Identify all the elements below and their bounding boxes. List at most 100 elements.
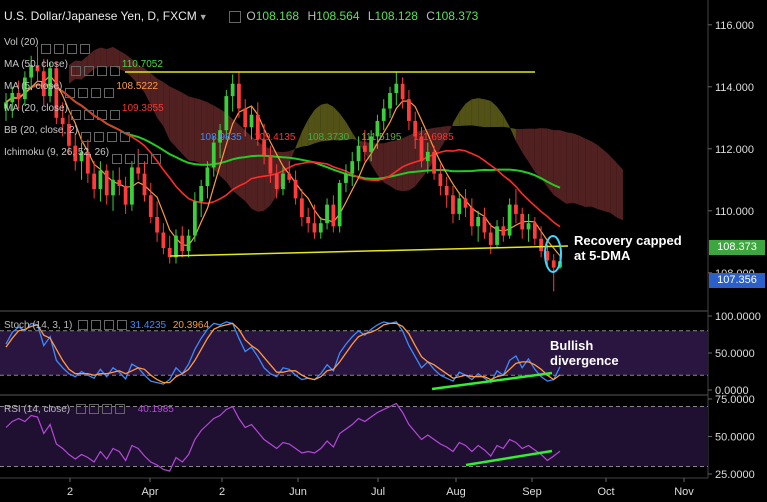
candle-body [463, 198, 468, 208]
ichimoku-cloud-segment [610, 156, 617, 218]
indicator-row: MA (5, close) 108.5222 [4, 76, 164, 98]
symbol-title[interactable]: U.S. Dollar/Japanese Yen, D, FXCM [4, 9, 197, 23]
plus-icon[interactable] [91, 87, 102, 98]
indicator-buttons [109, 148, 162, 164]
plus-icon[interactable] [96, 65, 107, 76]
settings-icon[interactable] [83, 65, 94, 76]
candle-body [180, 235, 185, 252]
indicator-value: 108.5222 [116, 81, 159, 92]
ichimoku-cloud-segment [528, 128, 535, 172]
indicator-legend: Vol (20) MA (50, close) 110.7052 MA (5, clo… [4, 32, 164, 164]
indicator-label[interactable]: Ichimoku (9, 26, 52, 26) [4, 147, 110, 158]
indicator-label[interactable]: BB (20, close, 2) [4, 125, 78, 136]
ichimoku-cloud-segment [188, 96, 195, 162]
osc-tick-label: 50.0000 [715, 432, 755, 444]
price-tick-label: 116.000 [715, 20, 754, 32]
eye-icon[interactable] [41, 43, 52, 54]
stoch-label[interactable]: Stoch (14, 3, 1) [4, 320, 73, 331]
candle-body [532, 223, 537, 239]
ichimoku-cloud-segment [169, 86, 176, 148]
eye-icon[interactable] [70, 65, 81, 76]
stoch-legend: Stoch (14, 3, 1) 31.4235 20.3964 [4, 320, 209, 331]
candle-body [104, 170, 109, 196]
ma5-line [5, 74, 561, 257]
eye-icon[interactable] [70, 109, 81, 120]
eye-icon[interactable] [75, 404, 86, 415]
settings-icon[interactable] [54, 43, 65, 54]
indicator-row: BB (20, close, 2) [4, 120, 164, 142]
rsi-label[interactable]: RSI (14, close) [4, 404, 71, 415]
ichimoku-cloud-segment [465, 99, 472, 126]
ichimoku-cloud-segment [232, 118, 239, 196]
ichimoku-cloud-segment [522, 128, 529, 162]
ichimoku-cloud-segment [150, 73, 158, 118]
indicator-label[interactable]: Vol (20) [4, 37, 39, 48]
ichimoku-cloud-segment [238, 124, 246, 202]
indicator-label[interactable]: MA (50, close) [4, 59, 68, 70]
indicator-label[interactable]: MA (20, close) [4, 103, 68, 114]
eye-icon[interactable] [80, 131, 91, 142]
close-icon[interactable] [109, 65, 120, 76]
indicator-row: Vol (20) [4, 32, 164, 54]
chevron-down-icon[interactable]: ▼ [198, 12, 208, 22]
candle-body [287, 173, 292, 180]
close-icon[interactable] [114, 404, 125, 415]
candle-body [237, 83, 241, 109]
ichimoku-cloud-segment [604, 150, 611, 213]
ichimoku-cloud-segment [175, 89, 183, 154]
candle-body [10, 93, 15, 103]
ohlc-high-value: 108.564 [316, 9, 360, 23]
stoch-k-line [5, 321, 561, 385]
candle-body [205, 167, 210, 186]
close-icon[interactable] [104, 87, 115, 98]
candle-body [218, 130, 222, 143]
eye-icon[interactable] [65, 87, 76, 98]
ichimoku-cloud-segment [459, 103, 466, 127]
candle-body [48, 68, 52, 97]
candle-body [495, 226, 499, 245]
ohlc-close-value: 108.373 [434, 9, 479, 23]
settings-icon[interactable] [91, 320, 102, 331]
plus-icon[interactable] [101, 404, 112, 415]
chart-header: U.S. Dollar/Japanese Yen, D, FXCM ▼ O108.… [4, 9, 478, 23]
ichimoku-cloud-segment [119, 50, 126, 72]
plus-icon[interactable] [96, 109, 107, 120]
time-tick-label: Aug [446, 486, 466, 498]
ichimoku-cloud-segment [144, 68, 151, 105]
ichimoku-cloud-segment [308, 109, 315, 146]
plus-icon[interactable] [106, 131, 117, 142]
indicator-value: 109.3855 [121, 103, 164, 114]
ohlc-low-key: L [367, 9, 375, 23]
plus-icon[interactable] [104, 320, 115, 331]
plus-icon[interactable] [138, 153, 149, 164]
candle-body [325, 204, 329, 224]
eye-icon[interactable] [112, 153, 123, 164]
close-icon[interactable] [117, 320, 128, 331]
close-icon[interactable] [109, 109, 120, 120]
panel-divider [0, 394, 708, 396]
candle-body [514, 204, 518, 214]
settings-icon[interactable] [93, 131, 104, 142]
candle-body [545, 251, 550, 261]
time-tick-label: 2 [219, 486, 225, 498]
ichimoku-cloud-segment [182, 92, 189, 161]
plus-icon[interactable] [67, 43, 78, 54]
settings-icon[interactable] [125, 153, 136, 164]
eye-icon[interactable] [78, 320, 89, 331]
settings-icon[interactable] [229, 10, 242, 23]
candle-body [520, 213, 525, 230]
close-icon[interactable] [80, 43, 91, 54]
candle-body [425, 151, 430, 162]
candle-body [306, 217, 311, 224]
settings-icon[interactable] [78, 87, 89, 98]
bullish-line-2: divergence [550, 353, 619, 368]
candle-body [4, 102, 8, 109]
settings-icon[interactable] [83, 109, 94, 120]
close-icon[interactable] [151, 153, 162, 164]
close-icon[interactable] [119, 131, 130, 142]
indicator-label[interactable]: MA (5, close) [4, 81, 63, 92]
settings-icon[interactable] [88, 404, 99, 415]
ichimoku-cloud-segment [585, 138, 592, 208]
candle-body [73, 145, 78, 162]
rsi-line [5, 402, 561, 472]
